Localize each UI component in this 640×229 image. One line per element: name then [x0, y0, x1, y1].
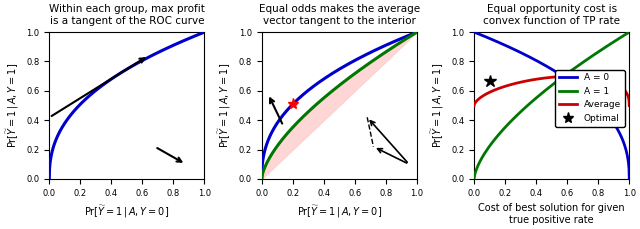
Y-axis label: Pr[$\widetilde{Y}=1\,|\,A,Y=1]$: Pr[$\widetilde{Y}=1\,|\,A,Y=1]$ [429, 63, 445, 148]
Legend: A = 0, A = 1, Average, Optimal: A = 0, A = 1, Average, Optimal [555, 70, 625, 127]
X-axis label: Pr[$\widetilde{Y}=1\,|\,A,Y=0]$: Pr[$\widetilde{Y}=1\,|\,A,Y=0]$ [297, 203, 382, 220]
Y-axis label: Pr[$\widetilde{Y}=1\,|\,A,Y=1]$: Pr[$\widetilde{Y}=1\,|\,A,Y=1]$ [4, 63, 20, 148]
X-axis label: Pr[$\widetilde{Y}=1\,|\,A,Y=0]$: Pr[$\widetilde{Y}=1\,|\,A,Y=0]$ [84, 203, 170, 220]
Y-axis label: Pr[$\widetilde{Y}=1\,|\,A,Y=1]$: Pr[$\widetilde{Y}=1\,|\,A,Y=1]$ [216, 63, 233, 148]
X-axis label: Cost of best solution for given
true positive rate: Cost of best solution for given true pos… [478, 203, 625, 225]
Title: Within each group, max profit
is a tangent of the ROC curve: Within each group, max profit is a tange… [49, 4, 205, 26]
Title: Equal opportunity cost is
convex function of TP rate: Equal opportunity cost is convex functio… [483, 4, 620, 26]
Title: Equal odds makes the average
vector tangent to the interior: Equal odds makes the average vector tang… [259, 4, 420, 26]
